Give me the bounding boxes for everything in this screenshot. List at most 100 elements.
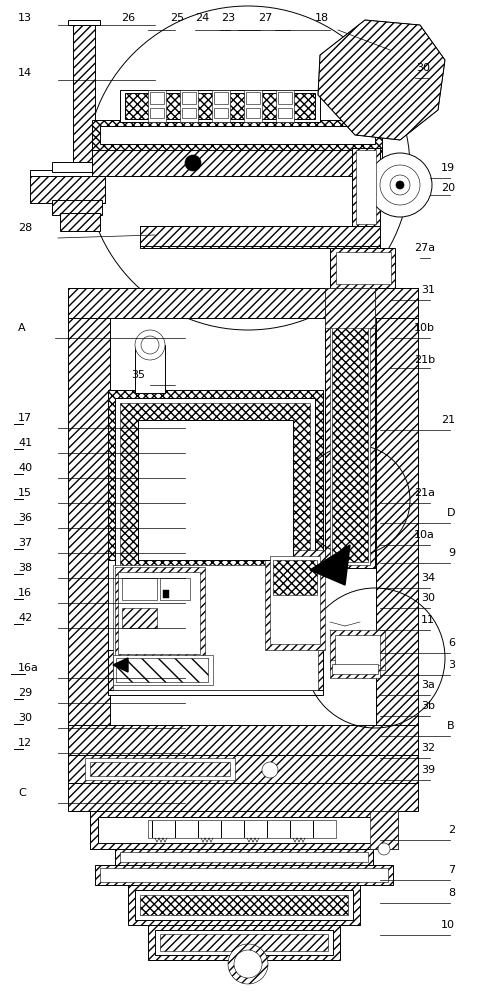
Bar xyxy=(95,865,393,885)
Bar xyxy=(52,200,102,215)
Bar xyxy=(68,783,418,811)
Text: 10: 10 xyxy=(441,920,455,930)
Bar xyxy=(120,403,310,578)
Text: 41: 41 xyxy=(18,438,32,448)
Text: 16: 16 xyxy=(18,588,32,598)
Bar xyxy=(244,90,262,122)
Bar xyxy=(376,288,418,755)
Text: 30: 30 xyxy=(18,713,32,723)
Bar xyxy=(110,318,376,725)
Bar xyxy=(52,162,102,172)
Bar xyxy=(98,817,390,843)
Bar xyxy=(330,630,385,670)
Text: 42: 42 xyxy=(18,613,32,623)
Bar xyxy=(135,890,353,920)
Text: 17: 17 xyxy=(18,413,32,423)
Circle shape xyxy=(185,155,201,171)
Bar xyxy=(30,170,100,176)
Bar xyxy=(68,288,110,755)
Bar xyxy=(115,567,205,657)
Bar xyxy=(115,849,373,865)
Text: 18: 18 xyxy=(315,13,329,23)
Bar xyxy=(182,108,196,118)
Bar xyxy=(85,758,235,780)
Text: 6: 6 xyxy=(448,638,455,648)
Bar xyxy=(214,108,228,118)
Bar xyxy=(108,650,323,690)
Text: 16a: 16a xyxy=(18,663,39,673)
Text: 27a: 27a xyxy=(414,243,435,253)
Bar xyxy=(120,852,368,862)
Circle shape xyxy=(396,181,404,189)
Bar xyxy=(155,930,333,955)
Text: 3a: 3a xyxy=(421,680,435,690)
Text: 38: 38 xyxy=(18,563,32,573)
Text: 26: 26 xyxy=(121,13,135,23)
Text: 35: 35 xyxy=(131,370,145,380)
Bar xyxy=(125,93,315,119)
Bar xyxy=(148,90,166,122)
Text: 34: 34 xyxy=(421,573,435,583)
Bar xyxy=(68,170,100,175)
Circle shape xyxy=(380,165,420,205)
Circle shape xyxy=(262,762,278,778)
Bar xyxy=(276,90,294,122)
Text: 11: 11 xyxy=(421,615,435,625)
Bar xyxy=(113,655,213,685)
Bar xyxy=(140,895,348,915)
Text: 3: 3 xyxy=(448,660,455,670)
Text: 37: 37 xyxy=(18,538,32,548)
Text: 27: 27 xyxy=(258,13,272,23)
Bar xyxy=(325,288,375,568)
Text: 21b: 21b xyxy=(414,355,435,365)
Bar xyxy=(356,150,376,224)
Text: 15: 15 xyxy=(18,488,32,498)
Bar xyxy=(273,560,317,595)
Bar xyxy=(100,868,388,882)
Bar xyxy=(332,298,368,562)
Bar xyxy=(100,126,375,144)
Bar xyxy=(148,820,336,838)
Bar xyxy=(330,660,380,678)
Circle shape xyxy=(368,153,432,217)
Bar xyxy=(30,175,105,203)
Bar xyxy=(68,755,418,783)
Bar xyxy=(278,92,292,104)
Bar xyxy=(335,635,380,665)
Bar xyxy=(165,590,167,598)
Bar xyxy=(68,725,418,755)
Bar xyxy=(182,92,196,104)
Bar xyxy=(73,20,95,175)
Bar xyxy=(128,885,360,925)
Circle shape xyxy=(390,175,410,195)
Bar xyxy=(138,420,293,560)
Text: 30: 30 xyxy=(416,63,430,73)
Text: 10a: 10a xyxy=(414,530,435,540)
Text: 32: 32 xyxy=(421,743,435,753)
Text: 39: 39 xyxy=(421,765,435,775)
Bar xyxy=(246,92,260,104)
Bar xyxy=(92,120,382,150)
Bar xyxy=(278,108,292,118)
Bar xyxy=(68,288,418,318)
Bar xyxy=(120,90,320,122)
Text: 7: 7 xyxy=(448,865,455,875)
Bar xyxy=(118,572,200,654)
Text: 24: 24 xyxy=(195,13,209,23)
Text: 19: 19 xyxy=(441,163,455,173)
Text: 30: 30 xyxy=(421,593,435,603)
Bar xyxy=(160,578,190,600)
Bar xyxy=(148,925,340,960)
Bar xyxy=(140,226,380,248)
Circle shape xyxy=(378,843,390,855)
Bar xyxy=(370,811,398,849)
Polygon shape xyxy=(318,20,445,140)
Bar xyxy=(108,390,323,590)
Bar xyxy=(150,108,164,118)
Bar xyxy=(150,92,164,104)
Bar xyxy=(336,252,391,284)
Text: 10b: 10b xyxy=(414,323,435,333)
Circle shape xyxy=(135,330,165,360)
Bar xyxy=(122,608,157,628)
Bar xyxy=(115,398,315,583)
